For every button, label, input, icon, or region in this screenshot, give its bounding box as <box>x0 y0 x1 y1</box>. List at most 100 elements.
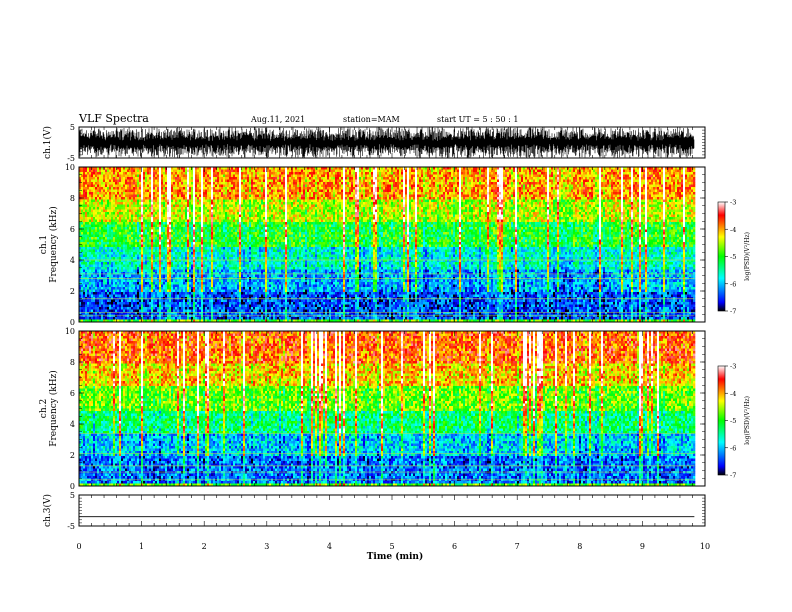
spectrogram-cell <box>171 225 173 228</box>
spectrogram-cell <box>215 240 217 243</box>
spectrogram-cell <box>91 300 93 303</box>
spectrogram-cell <box>159 187 161 190</box>
spectrogram-cell <box>117 235 119 238</box>
spectrogram-cell <box>113 280 115 283</box>
spectrogram-cell <box>157 187 159 190</box>
spectrogram-cell <box>215 265 217 268</box>
spectrogram-cell <box>155 205 157 208</box>
spectrogram-cell <box>231 177 233 180</box>
spectrogram-cell <box>199 272 201 275</box>
spectrogram-cell <box>199 237 201 240</box>
spectrogram-cell <box>221 175 223 178</box>
spectrogram-cell <box>199 180 201 183</box>
spectrogram-cell <box>89 267 91 270</box>
spectrogram-cell <box>171 267 173 270</box>
spectrogram-cell <box>95 175 97 178</box>
spectrogram-cell <box>211 235 213 238</box>
spectrogram-cell <box>185 265 187 268</box>
spectrogram-cell <box>155 200 157 203</box>
spectrogram-cell <box>101 230 103 233</box>
spectrogram-cell <box>169 172 171 175</box>
spectrogram-cell <box>215 175 217 178</box>
spectrogram-cell <box>187 222 189 225</box>
spectrogram-cell <box>107 302 109 305</box>
spectrogram-cell <box>221 247 223 250</box>
spectrogram-cell <box>167 220 169 223</box>
spectrogram-cell <box>183 270 185 273</box>
spectrogram-cell <box>85 250 87 253</box>
spectrogram-cell <box>169 227 171 230</box>
spectrogram-cell <box>211 292 213 295</box>
spectrogram-cell <box>183 287 185 290</box>
spectrogram-cell <box>133 177 135 180</box>
spectrogram-cell <box>209 180 211 183</box>
spectrogram-cell <box>223 267 225 270</box>
spectrogram-cell <box>229 302 231 305</box>
spectrogram-cell <box>181 170 183 173</box>
spectrogram-cell <box>207 172 209 175</box>
spectrogram-cell <box>179 172 181 175</box>
spectrogram-cell <box>183 237 185 240</box>
spectrogram-cell <box>181 197 183 200</box>
spectrogram-cell <box>107 237 109 240</box>
spectrogram-cell <box>201 305 203 308</box>
spectrogram-cell <box>81 225 83 228</box>
spectrogram-cell <box>87 175 89 178</box>
spectrogram-cell <box>85 185 87 188</box>
spectrogram-cell <box>157 230 159 233</box>
spectrogram-cell <box>101 242 103 245</box>
spectrogram-cell <box>141 177 143 180</box>
spectrogram-cell <box>147 227 149 230</box>
spectrogram-cell <box>109 217 111 220</box>
spectrogram-cell <box>179 225 181 228</box>
spectrogram-cell <box>219 235 221 238</box>
spectrogram-cell <box>221 230 223 233</box>
spectrogram-cell <box>123 192 125 195</box>
spectrogram-cell <box>147 310 149 313</box>
spectrogram-cell <box>83 220 85 223</box>
spectrogram-cell <box>143 185 145 188</box>
spectrogram-cell <box>105 287 107 290</box>
spectrogram-cell <box>105 247 107 250</box>
spectrogram-cell <box>157 182 159 185</box>
spectrogram-cell <box>131 250 133 253</box>
spectrogram-cell <box>207 257 209 260</box>
spectrogram-cell <box>167 267 169 270</box>
spectrogram-cell <box>99 222 101 225</box>
spectrogram-cell <box>81 292 83 295</box>
spectrogram-cell <box>109 302 111 305</box>
spectrogram-cell <box>227 222 229 225</box>
spectrogram-cell <box>123 272 125 275</box>
spectrogram-cell <box>159 235 161 238</box>
spectrogram-cell <box>115 195 117 198</box>
spectrogram-cell <box>141 215 143 218</box>
spectrogram-cell <box>107 215 109 218</box>
spectrogram-cell <box>205 317 207 320</box>
spectrogram-cell <box>197 172 199 175</box>
spectrogram-cell <box>103 175 105 178</box>
spectrogram-cell <box>135 187 137 190</box>
spectrogram-cell <box>181 180 183 183</box>
spectrogram-cell <box>169 267 171 270</box>
spectrogram-cell <box>175 215 177 218</box>
spectrogram-cell <box>165 272 167 275</box>
spectrogram-cell <box>129 195 131 198</box>
spectrogram-cell <box>177 310 179 313</box>
spectrogram-cell <box>81 317 83 320</box>
spectrogram-cell <box>121 175 123 178</box>
spectrogram-cell <box>213 292 215 295</box>
spectrogram-cell <box>155 210 157 213</box>
spectrogram-cell <box>105 282 107 285</box>
spectrogram-cell <box>207 307 209 310</box>
spectrogram-cell <box>163 192 165 195</box>
spectrogram-cell <box>111 172 113 175</box>
spectrogram-cell <box>117 172 119 175</box>
spectrogram-cell <box>155 317 157 320</box>
spectrogram-cell <box>229 232 231 235</box>
spectrogram-cell <box>149 225 151 228</box>
spectrogram-cell <box>209 247 211 250</box>
spectrogram-cell <box>119 222 121 225</box>
spectrogram-cell <box>191 185 193 188</box>
spectrogram-cell <box>185 237 187 240</box>
station-label: station=MAM <box>343 115 400 124</box>
